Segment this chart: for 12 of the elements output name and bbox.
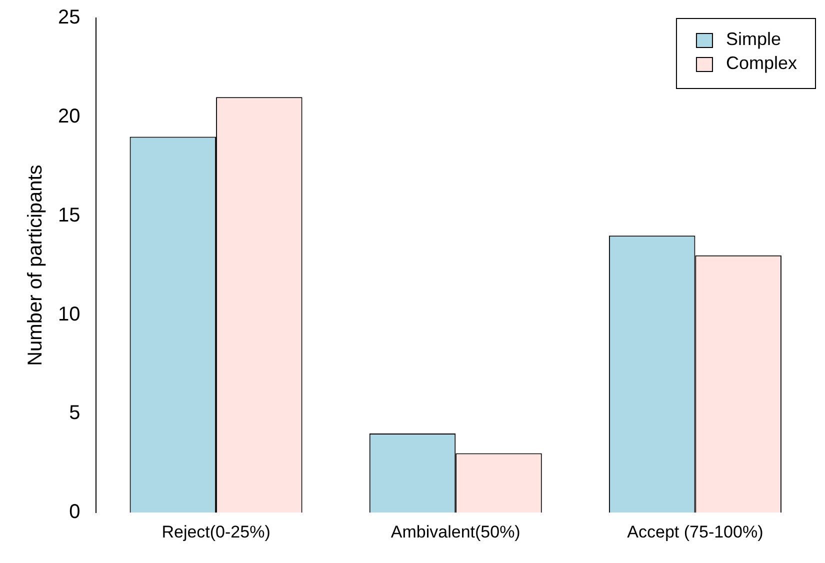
legend-label: Simple	[726, 28, 782, 49]
y-tick-label: 10	[58, 303, 80, 326]
y-tick-label: 0	[69, 501, 80, 524]
x-tick-label: Reject(0-25%)	[162, 522, 270, 542]
legend-label: Complex	[726, 52, 798, 73]
y-tick-label: 25	[58, 6, 80, 29]
y-tick-label: 20	[58, 105, 80, 128]
y-axis-title: Number of participants	[24, 164, 47, 366]
y-tick-label: 15	[58, 204, 80, 226]
x-tick-label: Ambivalent(50%)	[390, 522, 520, 542]
y-tick-label: 5	[69, 402, 80, 424]
x-tick-label: Accept (75-100%)	[627, 522, 764, 542]
